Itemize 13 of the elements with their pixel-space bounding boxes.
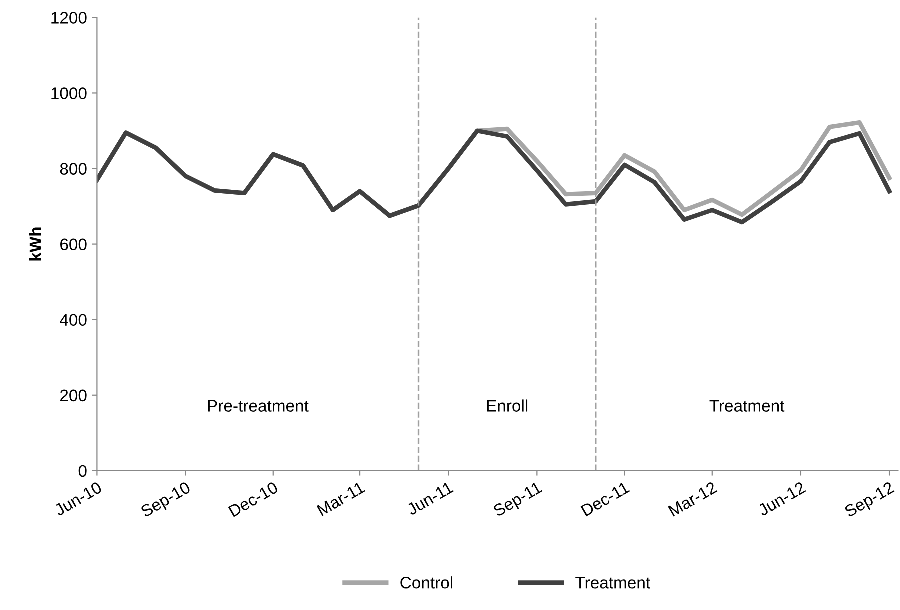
y-tick-label: 0 <box>78 465 87 478</box>
y-tick-label: 1000 <box>52 88 87 100</box>
legend-label: Control <box>400 576 452 589</box>
y-tick-label: 800 <box>60 163 87 175</box>
y-tick-label: 200 <box>60 390 87 402</box>
annotation: Enroll <box>487 400 528 412</box>
annotation: Pre-treatment <box>208 400 309 412</box>
legend-label: Treatment <box>576 577 650 589</box>
y-tick-label: 600 <box>60 238 87 251</box>
annotation: Treatment <box>710 400 785 412</box>
y-tick-label: 1200 <box>52 12 87 24</box>
y-tick-label: 400 <box>60 314 87 326</box>
y-axis-title: kWh <box>29 228 42 261</box>
